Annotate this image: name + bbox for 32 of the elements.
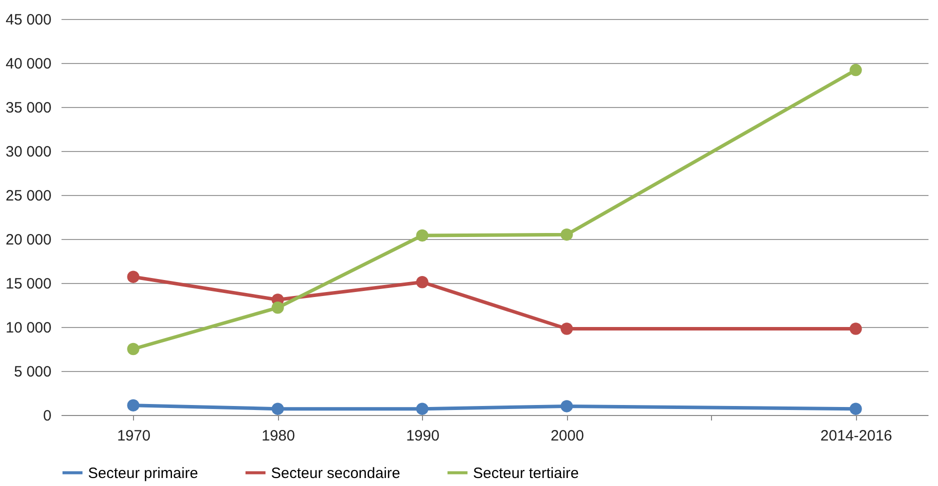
x-tick-label: 1970 <box>117 428 150 444</box>
point <box>560 322 573 335</box>
point <box>560 228 573 241</box>
legend-label: Secteur secondaire <box>271 464 400 482</box>
point <box>416 229 428 242</box>
point <box>416 402 428 415</box>
point <box>127 342 140 356</box>
point <box>850 402 862 415</box>
y-tick-label: 15 000 <box>6 276 52 292</box>
x-tick-label: 1980 <box>262 428 295 444</box>
y-tick-label: 0 <box>43 408 52 424</box>
y-tick-label: 40 000 <box>6 56 52 72</box>
y-tick-label: 10 000 <box>6 320 52 336</box>
y-tick-label: 25 000 <box>6 188 52 204</box>
x-tick-label: 1990 <box>406 428 440 444</box>
point <box>272 402 284 415</box>
point <box>850 64 862 76</box>
point <box>850 322 862 335</box>
x-tick-label: 2000 <box>550 428 584 444</box>
y-tick-label: 35 000 <box>6 100 52 116</box>
y-tick-label: 45 000 <box>6 12 52 28</box>
point <box>127 399 140 412</box>
legend-label: Secteur tertiaire <box>473 464 579 482</box>
point <box>560 400 573 412</box>
legend-label: Secteur primaire <box>88 464 198 482</box>
y-tick-label: 20 000 <box>6 232 52 248</box>
point <box>272 302 284 314</box>
x-tick-label: 2014-2016 <box>820 428 892 444</box>
point <box>416 276 428 288</box>
point <box>127 270 140 283</box>
y-tick-label: 5 000 <box>14 364 52 380</box>
y-tick-label: 30 000 <box>6 144 52 160</box>
